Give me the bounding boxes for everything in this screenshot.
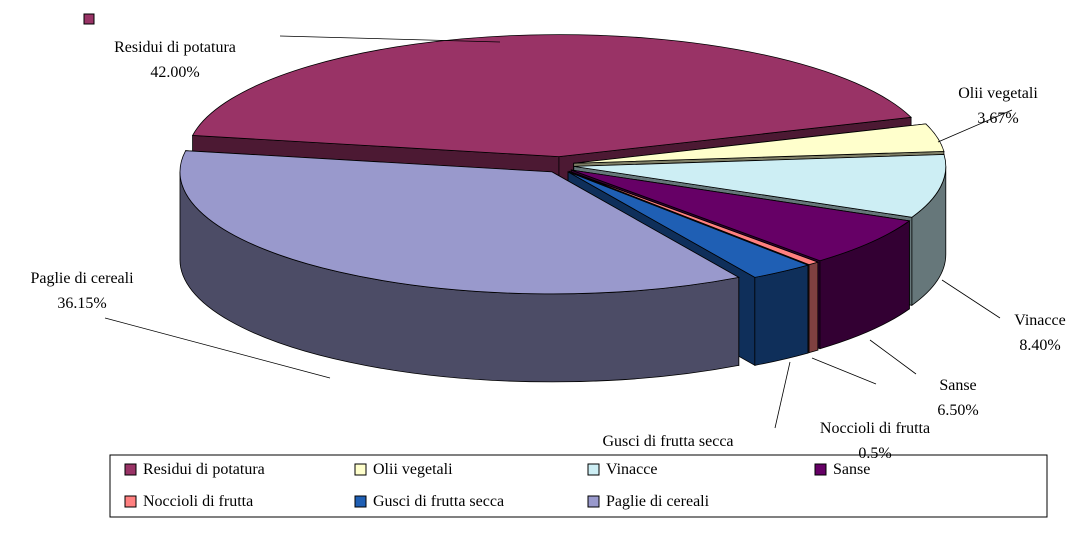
- leader-line: [937, 109, 1013, 143]
- value-label: 3.67%: [977, 110, 1018, 127]
- leader-line: [811, 357, 877, 385]
- legend-label: Sanse: [833, 461, 870, 478]
- slice: [567, 171, 810, 278]
- legend-swatch: [354, 463, 367, 476]
- leader-line: [869, 339, 917, 375]
- legend-swatch: [354, 495, 367, 508]
- legend-swatch: [587, 463, 600, 476]
- legend-label: Residui di potatura: [143, 461, 265, 478]
- legend-label: Vinacce: [606, 461, 657, 478]
- value-label: 6.50%: [937, 402, 978, 419]
- legend-swatch: [587, 495, 600, 508]
- slice: [191, 34, 912, 158]
- legend-swatch: [124, 463, 137, 476]
- legend-label: Gusci di frutta secca: [373, 493, 504, 510]
- stray-swatch: [83, 13, 95, 25]
- leader-line: [774, 361, 791, 429]
- leader-line: [941, 279, 1001, 319]
- category-label: Gusci di frutta secca: [602, 433, 733, 450]
- category-label: Residui di potatura: [114, 39, 236, 56]
- category-label: Vinacce: [1014, 312, 1065, 329]
- legend-label: Olii vegetali: [373, 461, 453, 478]
- legend-box: [109, 454, 1048, 518]
- leader-line: [279, 35, 501, 43]
- slice: [179, 150, 740, 295]
- category-label: Noccioli di frutta: [820, 420, 930, 437]
- slice: [571, 169, 911, 262]
- category-label: Paglie di cereali: [30, 270, 134, 287]
- slice-wall: [808, 261, 819, 354]
- slice: [573, 154, 947, 218]
- slice: [573, 123, 945, 164]
- legend-swatch: [814, 463, 827, 476]
- leader-line: [104, 317, 331, 379]
- legend-label: Paglie di cereali: [606, 493, 710, 510]
- legend-label: Noccioli di frutta: [143, 493, 253, 510]
- category-label: Sanse: [939, 377, 976, 394]
- slice-wall: [754, 264, 809, 366]
- category-label: Olii vegetali: [958, 85, 1038, 102]
- legend-swatch: [124, 495, 137, 508]
- value-label: 8.40%: [1019, 337, 1060, 354]
- value-label: 42.00%: [150, 64, 199, 81]
- value-label: 0.5%: [858, 445, 891, 462]
- value-label: 36.15%: [57, 295, 106, 312]
- slice: [569, 170, 820, 266]
